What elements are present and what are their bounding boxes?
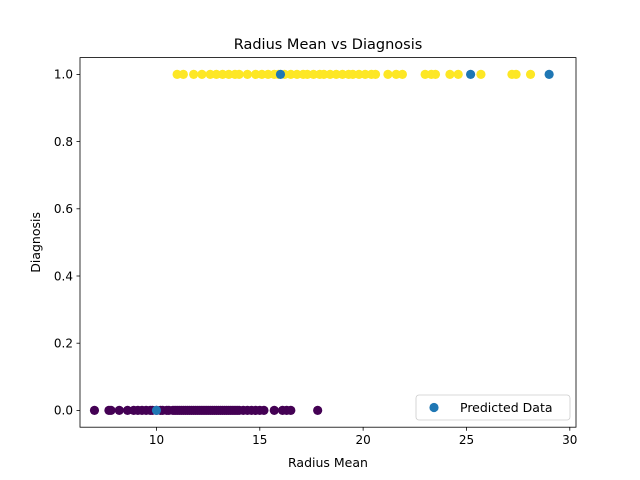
class-1-point [397, 69, 407, 79]
legend-box [415, 394, 571, 421]
y-tick-label: 0.4 [54, 269, 73, 283]
legend: Predicted Data [415, 394, 571, 421]
class-0-point [286, 405, 296, 415]
x-tick-label: 10 [149, 433, 164, 447]
y-tick-label: 1.0 [54, 68, 73, 82]
predicted-point [466, 69, 476, 79]
class-1-point [234, 69, 244, 79]
y-tick-label: 0.0 [54, 404, 73, 418]
predicted-point [275, 69, 286, 79]
x-tick-label: 30 [562, 433, 577, 447]
class-0-point [114, 405, 124, 415]
class-0-point [269, 405, 279, 415]
y-axis-label: Diagnosis [28, 212, 43, 273]
class-0-point [259, 405, 269, 415]
legend-marker [429, 402, 439, 413]
data-points [89, 69, 554, 415]
class-1-point [445, 69, 455, 79]
y-tick-label: 0.2 [54, 337, 73, 351]
legend-label: Predicted Data [460, 400, 553, 415]
predicted-point [544, 69, 554, 79]
y-tick-label: 0.6 [54, 202, 73, 216]
plot-frame [79, 57, 577, 428]
class-0-point [106, 405, 116, 415]
chart-title: Radius Mean vs Diagnosis [234, 37, 423, 53]
class-1-point [189, 69, 199, 79]
x-axis-label: Radius Mean [288, 455, 368, 470]
class-1-point [242, 69, 252, 79]
x-tick-label: 25 [459, 433, 474, 447]
class-1-point [453, 69, 463, 79]
class-1-point [197, 69, 207, 79]
class-1-point [383, 69, 393, 79]
predicted-point [151, 405, 162, 415]
x-tick-label: 20 [355, 433, 370, 447]
class-0-point [89, 405, 100, 415]
class-1-point [511, 69, 521, 79]
class-1-point [476, 69, 486, 79]
class-1-point [525, 69, 536, 79]
class-1-point [370, 69, 381, 79]
class-1-point [178, 69, 188, 79]
axis-ticks: 10 15 20 25 30 0.0 0.2 0.4 0.6 0.8 1.0 [54, 68, 578, 448]
class-1-point [430, 69, 441, 79]
x-tick-label: 15 [252, 433, 267, 447]
class-0-point [313, 405, 323, 415]
y-tick-label: 0.8 [54, 135, 73, 149]
